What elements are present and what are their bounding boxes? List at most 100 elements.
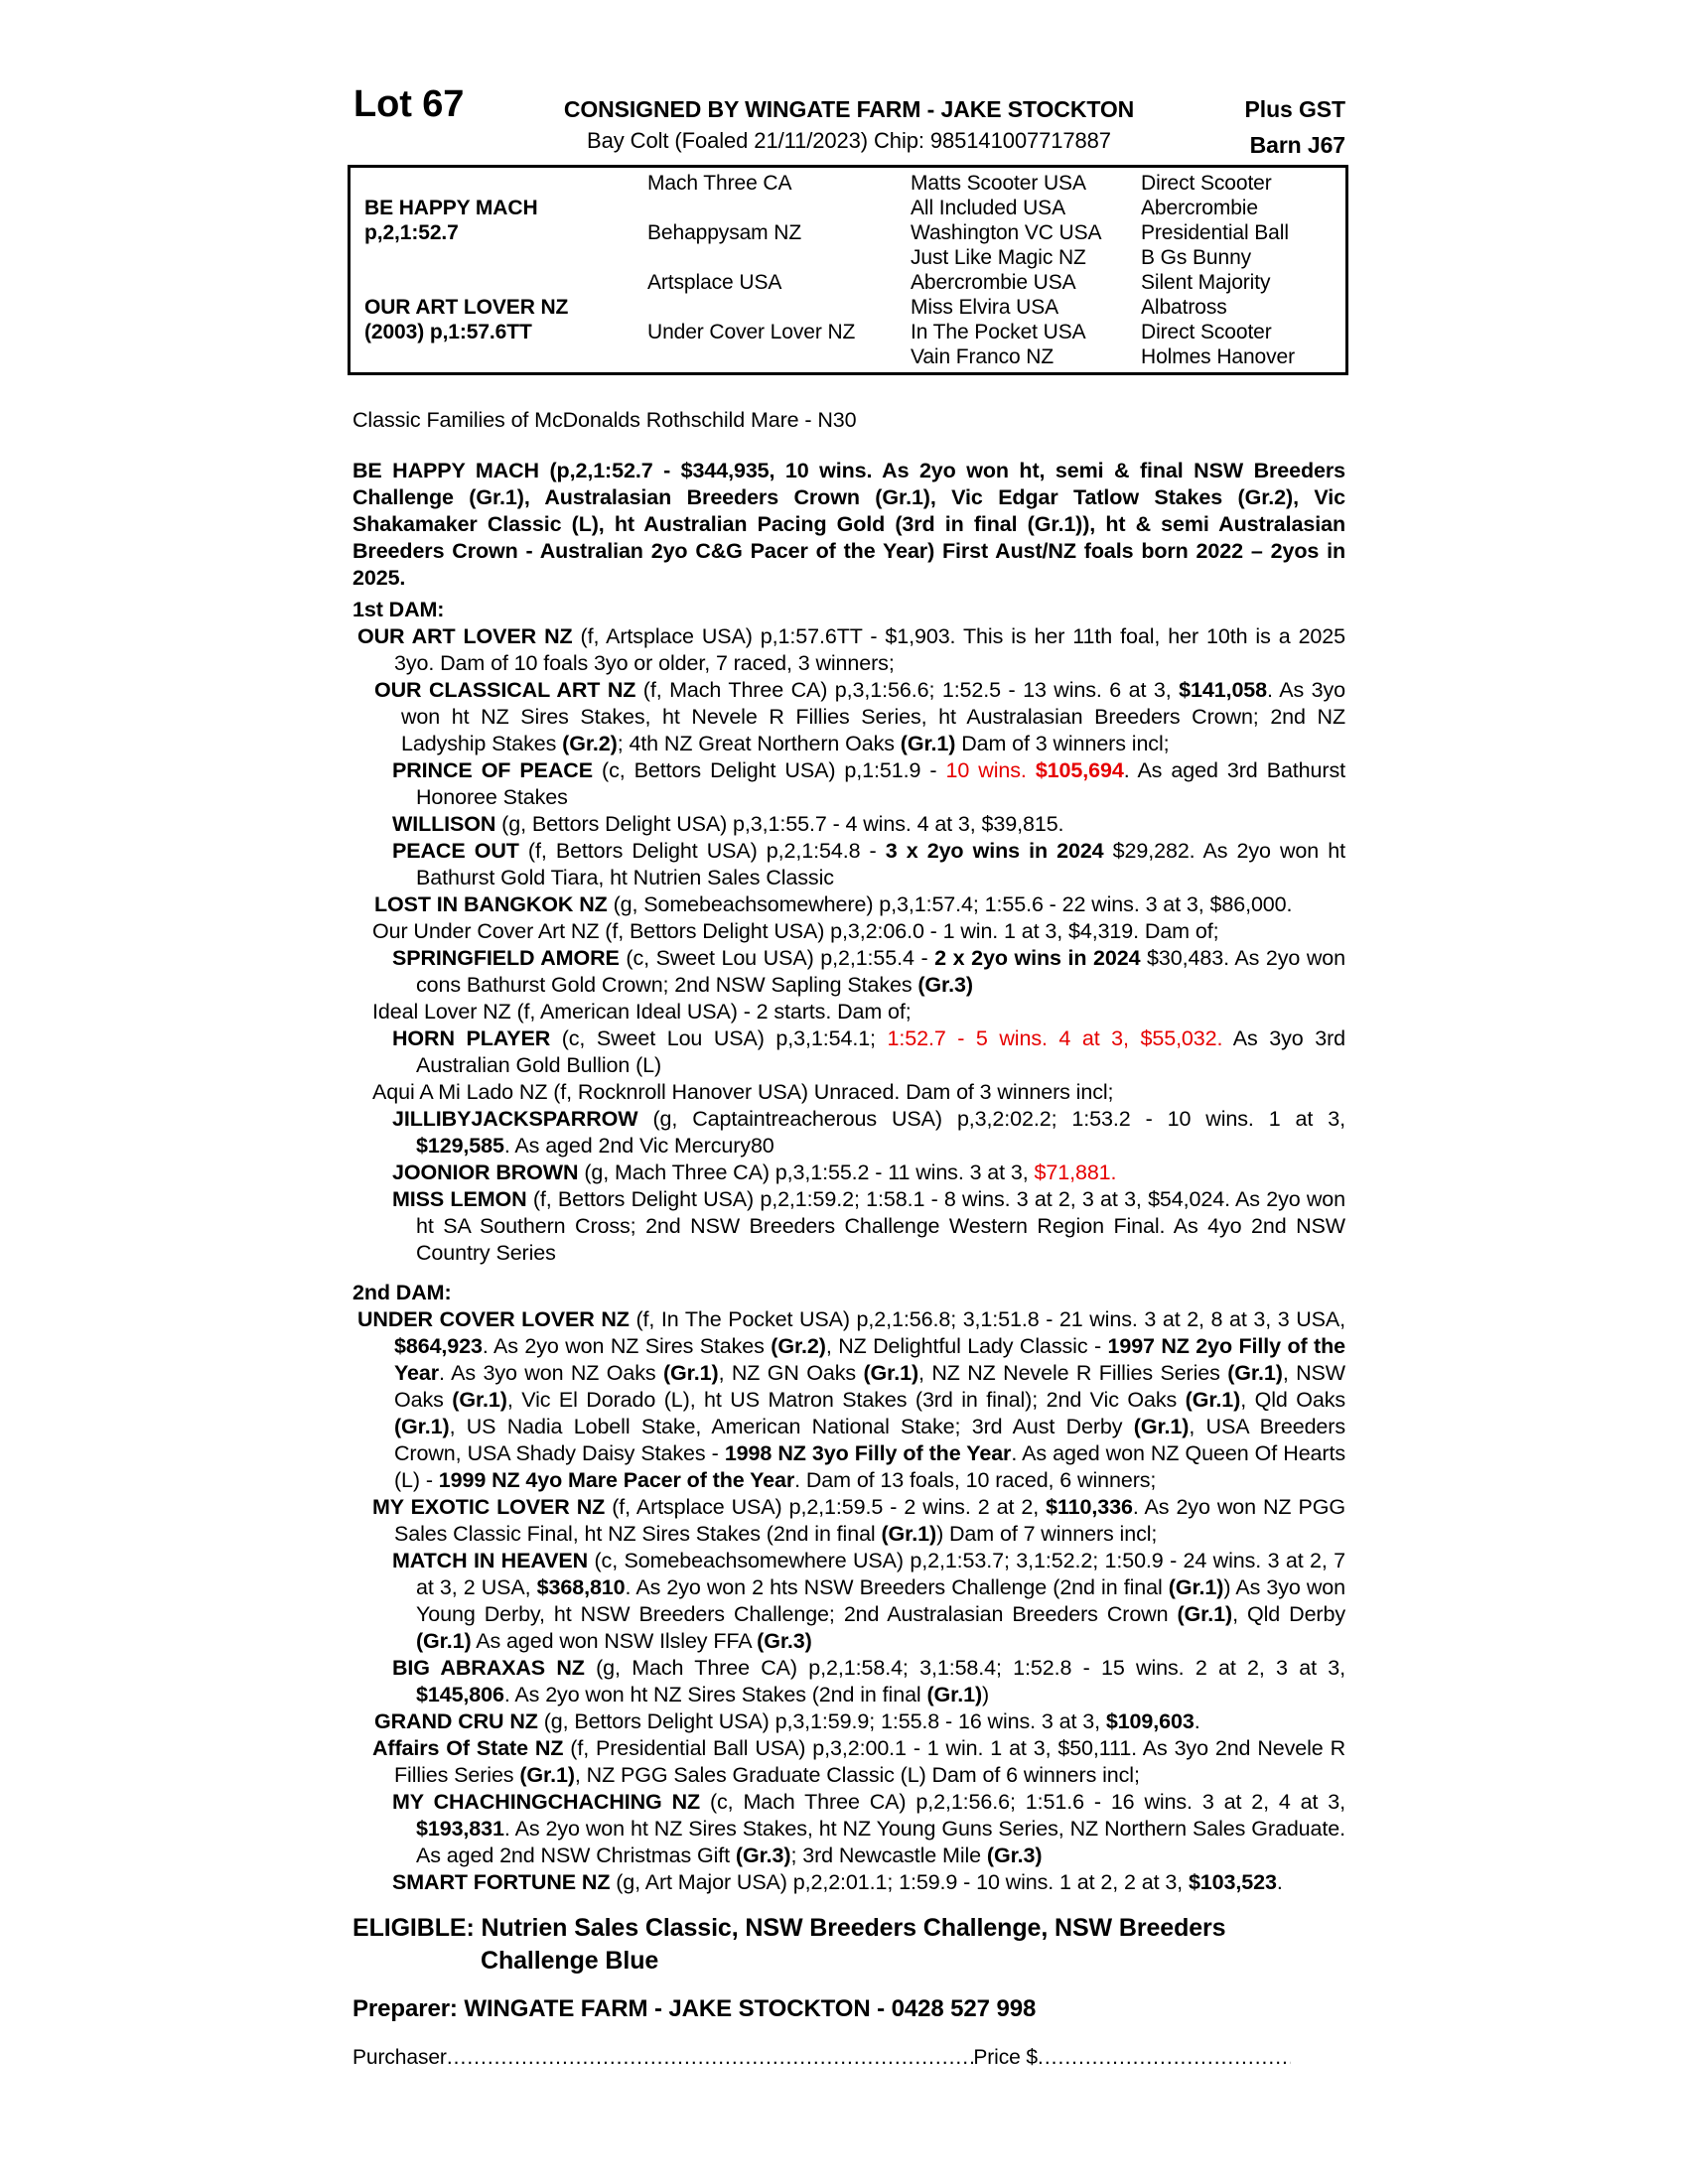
plus-gst-label: Plus GST [1244, 96, 1346, 122]
pedigree-cell: Just Like Magic NZ [911, 246, 1086, 269]
text-segment: $103,523 [1188, 1870, 1277, 1894]
text-segment: (Gr.3) [917, 973, 973, 997]
pedigree-cell: Abercrombie [1141, 197, 1258, 219]
text-segment: PEACE OUT [392, 839, 528, 863]
text-segment: (g, Mach Three CA) p,2,1:58.4; 3,1:58.4;… [596, 1656, 1345, 1680]
pedigree-cell: BE HAPPY MACH [364, 197, 538, 219]
pedigree-entry: PRINCE OF PEACE (c, Bettors Delight USA)… [352, 757, 1345, 811]
text-segment: , NZ GN Oaks [718, 1361, 864, 1385]
text-segment: $30,483. As 2yo won cons Bathurst Gold C… [416, 946, 1345, 997]
pedigree-cell: Washington VC USA [911, 221, 1102, 244]
pedigree-entry: JOONIOR BROWN (g, Mach Three CA) p,3,1:5… [352, 1160, 1345, 1186]
pedigree-cell: All Included USA [911, 197, 1065, 219]
text-segment: (Gr.1) [863, 1361, 919, 1385]
text-segment: (g, Somebeachsomewhere) p,3,1:57.4; 1:55… [613, 892, 1293, 916]
text-segment: . As 2yo won ht NZ Sires Stakes, ht NZ Y… [416, 1817, 1345, 1867]
text-segment: , Qld Derby [1232, 1602, 1345, 1626]
pedigree-cell [647, 295, 911, 320]
text-segment: OUR CLASSICAL ART NZ [374, 678, 643, 702]
text-segment: ; 4th NZ Great Northern Oaks [617, 732, 901, 755]
text-segment: . [1194, 1709, 1200, 1733]
pedigree-cell: Matts Scooter USA [911, 172, 1086, 195]
text-segment: Aqui A Mi Lado NZ (f, Rocknroll Hanover … [372, 1080, 1114, 1104]
text-segment: . As 2yo won NZ Sires Stakes [482, 1334, 772, 1358]
text-segment: (g, Captaintreacherous USA) p,3,2:02.2; … [652, 1107, 1345, 1131]
text-segment: 10 wins. [945, 758, 1036, 782]
pedigree-cell [647, 344, 911, 369]
pedigree-entry: BIG ABRAXAS NZ (g, Mach Three CA) p,2,1:… [352, 1655, 1345, 1708]
text-segment: As 3yo 3rd Australian Gold Bullion (L) [416, 1026, 1345, 1077]
pedigree-entry: Our Under Cover Art NZ (f, Bettors Delig… [352, 918, 1345, 945]
text-segment: BIG ABRAXAS NZ [392, 1656, 597, 1680]
text-segment: $105,694 [1035, 758, 1124, 782]
pedigree-cell [351, 270, 647, 295]
pedigree-cell: Silent Majority [1141, 271, 1271, 294]
text-segment: Our Under Cover Art NZ (f, Bettors Delig… [372, 919, 1219, 943]
pedigree-cell [351, 245, 647, 270]
text-segment: 1999 NZ 4yo Mare Pacer of the Year [438, 1468, 795, 1492]
text-segment: , US Nadia Lobell Stake, American Nation… [449, 1415, 1134, 1438]
text-segment: , Qld Oaks [1240, 1388, 1346, 1412]
text-segment: (Gr.1) [1227, 1361, 1283, 1385]
pedigree-cell [351, 171, 647, 196]
text-segment: JILLIBYJACKSPARROW [392, 1107, 653, 1131]
pedigree-cell: Albatross [1141, 296, 1227, 319]
text-segment: As aged won NSW Ilsley FFA [471, 1629, 758, 1653]
dam-heading: 2nd DAM: [352, 1281, 452, 1304]
pedigree-entry: OUR CLASSICAL ART NZ (f, Mach Three CA) … [352, 677, 1345, 757]
text-segment: 1997 NZ 2yo Filly of the Year [394, 1334, 1345, 1385]
text-segment: BE HAPPY MACH (p,2,1:52.7 - $344,935, 10… [352, 459, 1345, 590]
text-segment: (Gr.1) [452, 1388, 507, 1412]
text-segment: . As aged won NZ Queen Of Hearts (L) - [394, 1441, 1345, 1492]
text-segment: $141,058 [1179, 678, 1268, 702]
pedigree-entry: MY CHACHINGCHACHING NZ (c, Mach Three CA… [352, 1789, 1345, 1869]
pedigree-cell: Holmes Hanover [1141, 345, 1295, 368]
preparer-line: Preparer: WINGATE FARM - JAKE STOCKTON -… [352, 1995, 1037, 2022]
text-segment: , NSW Oaks [394, 1361, 1345, 1412]
text-segment: (Gr.1) [900, 732, 956, 755]
text-segment: SMART FORTUNE NZ [392, 1870, 617, 1894]
text-segment: $864,923 [394, 1334, 483, 1358]
text-segment: $29,282. As 2yo won ht Bathurst Gold Tia… [416, 839, 1345, 889]
eligibility-line1: ELIGIBLE: Nutrien Sales Classic, NSW Bre… [352, 1914, 1226, 1942]
text-segment: . As 2yo won 2 hts NSW Breeders Challeng… [625, 1575, 1169, 1599]
horse-description: Bay Colt (Foaled 21/11/2023) Chip: 98514… [587, 128, 1111, 153]
text-segment: ; 3rd Newcastle Mile [790, 1843, 987, 1867]
text-segment: (Gr.2) [562, 732, 618, 755]
text-segment: UNDER COVER LOVER NZ [357, 1307, 636, 1331]
barn-number: Barn J67 [1249, 132, 1345, 158]
pedigree-entry: LOST IN BANGKOK NZ (g, Somebeachsomewher… [352, 891, 1345, 918]
text-segment: ) [982, 1683, 990, 1706]
pedigree-entry: MY EXOTIC LOVER NZ (f, Artsplace USA) p,… [352, 1494, 1345, 1548]
text-segment: (f, Artsplace USA) p,2,1:59.5 - 2 wins. … [612, 1495, 1047, 1519]
text-segment: , NZ NZ Nevele R Fillies Series [918, 1361, 1228, 1385]
text-segment: , NZ PGG Sales Graduate Classic (L) Dam … [574, 1763, 1140, 1787]
text-segment: (Gr.1) [881, 1522, 937, 1546]
text-segment: (c, Mach Three CA) p,2,1:56.6; 1:51.6 - … [709, 1790, 1346, 1814]
eligibility-line2: Challenge Blue [481, 1947, 659, 1975]
dam-heading: 1st DAM: [352, 598, 445, 621]
text-segment: (g, Bettors Delight USA) p,3,1:55.7 - 4 … [501, 812, 1064, 836]
text-segment: (g, Art Major USA) p,2,2:01.1; 1:59.9 - … [616, 1870, 1189, 1894]
text-segment: . As 2yo won ht NZ Sires Stakes (2nd in … [503, 1683, 927, 1706]
text-segment: WILLISON [392, 812, 502, 836]
text-segment: MATCH IN HEAVEN [392, 1549, 595, 1572]
text-segment: (f, In The Pocket USA) p,2,1:56.8; 3,1:5… [635, 1307, 1346, 1331]
text-segment: (Gr.3) [735, 1843, 791, 1867]
text-segment: OUR ART LOVER NZ [357, 624, 581, 648]
pedigree-entry: SPRINGFIELD AMORE (c, Sweet Lou USA) p,2… [352, 945, 1345, 999]
pedigree-cell: Behappysam NZ [647, 221, 802, 244]
text-segment: Affairs Of State NZ [372, 1736, 571, 1760]
text-segment: $129,585 [416, 1134, 504, 1158]
text-segment: . As aged 3rd Bathurst Honoree Stakes [416, 758, 1345, 809]
pedigree-entry: GRAND CRU NZ (g, Bettors Delight USA) p,… [352, 1708, 1345, 1735]
pedigree-entry: JILLIBYJACKSPARROW (g, Captaintreacherou… [352, 1106, 1345, 1160]
pedigree-entry: MATCH IN HEAVEN (c, Somebeachsomewhere U… [352, 1548, 1345, 1655]
text-segment: (Gr.1) [663, 1361, 719, 1385]
text-segment: (f, Mach Three CA) p,3,1:56.6; 1:52.5 - … [642, 678, 1180, 702]
text-segment: MY CHACHINGCHACHING NZ [392, 1790, 710, 1814]
pedigree-cell: Vain Franco NZ [911, 345, 1055, 368]
text-segment: ) Dam of 7 winners incl; [936, 1522, 1158, 1546]
pedigree-entry: WILLISON (g, Bettors Delight USA) p,3,1:… [352, 811, 1345, 838]
